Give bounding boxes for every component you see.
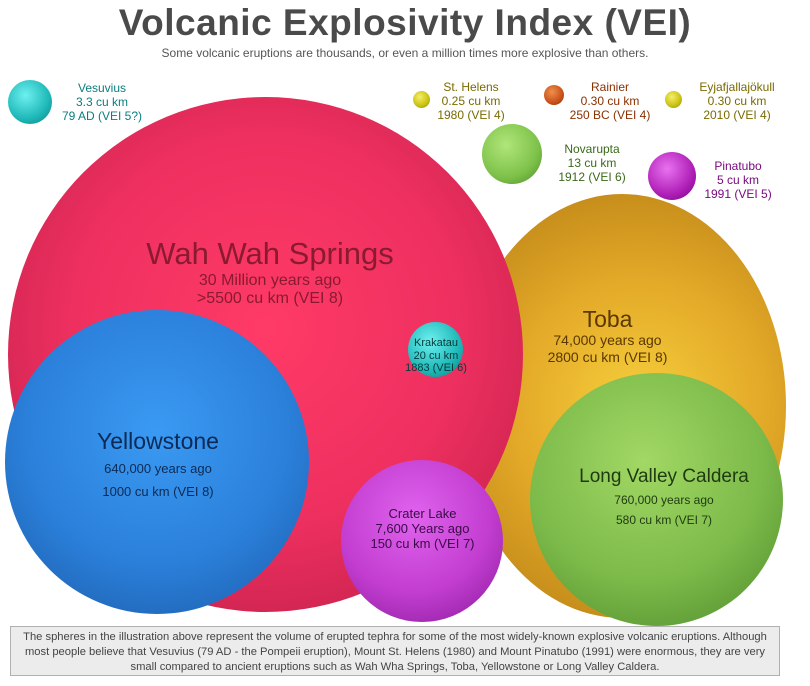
volcano-age: 74,000 years ago — [553, 332, 662, 349]
volcano-year: 79 AD (VEI 5?) — [61, 108, 143, 123]
volcano-name: Yellowstone — [97, 428, 219, 454]
volcano-age: 7,600 Years ago — [375, 520, 470, 536]
volcano-year: 1991 (VEI 5) — [704, 186, 772, 201]
volcano-year: 1912 (VEI 6) — [558, 169, 626, 184]
volcano-volume: 2800 cu km (VEI 8) — [547, 348, 668, 365]
volcano-year: 1883 (VEI 6) — [405, 362, 467, 375]
volcano-name: Novarupta — [564, 142, 620, 156]
label-toba: Toba 74,000 years ago 2800 cu km (VEI 8) — [515, 306, 700, 365]
sphere-rainier — [544, 85, 564, 105]
label-wah-wah-springs: Wah Wah Springs 30 Million years ago >55… — [90, 236, 450, 308]
volcano-volume: 5 cu km — [716, 172, 759, 187]
volcano-name: St. Helens — [443, 80, 499, 94]
sphere-krakatau — [408, 322, 463, 377]
sphere-novarupta — [482, 124, 542, 184]
label-st-helens: St. Helens 0.25 cu km 1980 (VEI 4) — [427, 80, 515, 122]
volcano-volume: 1000 cu km (VEI 8) — [102, 484, 214, 500]
volcano-name: Rainier — [590, 80, 629, 94]
volcano-volume: 20 cu km — [413, 349, 459, 362]
sphere-long-valley-caldera — [530, 373, 783, 626]
label-yellowstone: Yellowstone 640,000 years ago 1000 cu km… — [40, 428, 276, 500]
volcano-name: Krakatau — [413, 337, 459, 349]
volcano-name: Crater Lake — [388, 506, 457, 521]
label-krakatau: Krakatau 20 cu km 1883 (VEI 6) — [397, 337, 475, 375]
page-title: Volcanic Explosivity Index (VEI) — [118, 2, 692, 43]
label-vesuvius: Vesuvius 3.3 cu km 79 AD (VEI 5?) — [52, 81, 152, 123]
volcano-volume: 0.25 cu km — [441, 93, 501, 108]
sphere-st-helens — [413, 91, 430, 108]
volcano-year: 250 BC (VEI 4) — [569, 107, 651, 122]
volcano-volume: 150 cu km (VEI 7) — [370, 535, 475, 551]
sphere-yellowstone — [5, 310, 309, 614]
volcano-age: 640,000 years ago — [104, 461, 212, 477]
page-subtitle: Some volcanic eruptions are thousands, o… — [161, 46, 649, 60]
volcano-volume: 580 cu km (VEI 7) — [615, 512, 713, 527]
volcano-age: 30 Million years ago — [198, 271, 342, 289]
label-crater-lake: Crater Lake 7,600 Years ago 150 cu km (V… — [350, 506, 495, 552]
label-eyjafjallajokull: Eyjafjallajökull 0.30 cu km 2010 (VEI 4) — [683, 80, 791, 122]
volcano-name: Eyjafjallajökull — [699, 80, 775, 94]
volcano-name: Pinatubo — [714, 159, 762, 173]
volcano-volume: 3.3 cu km — [75, 94, 129, 109]
volcano-year: 2010 (VEI 4) — [703, 107, 771, 122]
sphere-crater-lake — [341, 460, 503, 622]
label-long-valley-caldera: Long Valley Caldera 760,000 years ago 58… — [548, 466, 780, 527]
volcano-name: Vesuvius — [77, 81, 127, 95]
footer-note: The spheres in the illustration above re… — [10, 626, 780, 676]
volcano-name: Long Valley Caldera — [579, 466, 749, 487]
sphere-eyjafjallajokull — [665, 91, 682, 108]
volcano-name: Toba — [582, 306, 633, 332]
volcano-volume: 0.30 cu km — [580, 93, 640, 108]
label-novarupta: Novarupta 13 cu km 1912 (VEI 6) — [548, 142, 636, 184]
volcano-age: 760,000 years ago — [614, 492, 714, 507]
volcano-year: 1980 (VEI 4) — [437, 107, 505, 122]
sphere-vesuvius — [8, 80, 52, 124]
volcano-volume: >5500 cu km (VEI 8) — [196, 290, 344, 308]
sphere-pinatubo — [648, 152, 696, 200]
volcano-volume: 0.30 cu km — [707, 93, 767, 108]
label-rainier: Rainier 0.30 cu km 250 BC (VEI 4) — [562, 80, 658, 122]
volcano-name: Wah Wah Springs — [146, 236, 394, 271]
volcano-volume: 13 cu km — [567, 155, 617, 170]
label-pinatubo: Pinatubo 5 cu km 1991 (VEI 5) — [698, 159, 778, 201]
